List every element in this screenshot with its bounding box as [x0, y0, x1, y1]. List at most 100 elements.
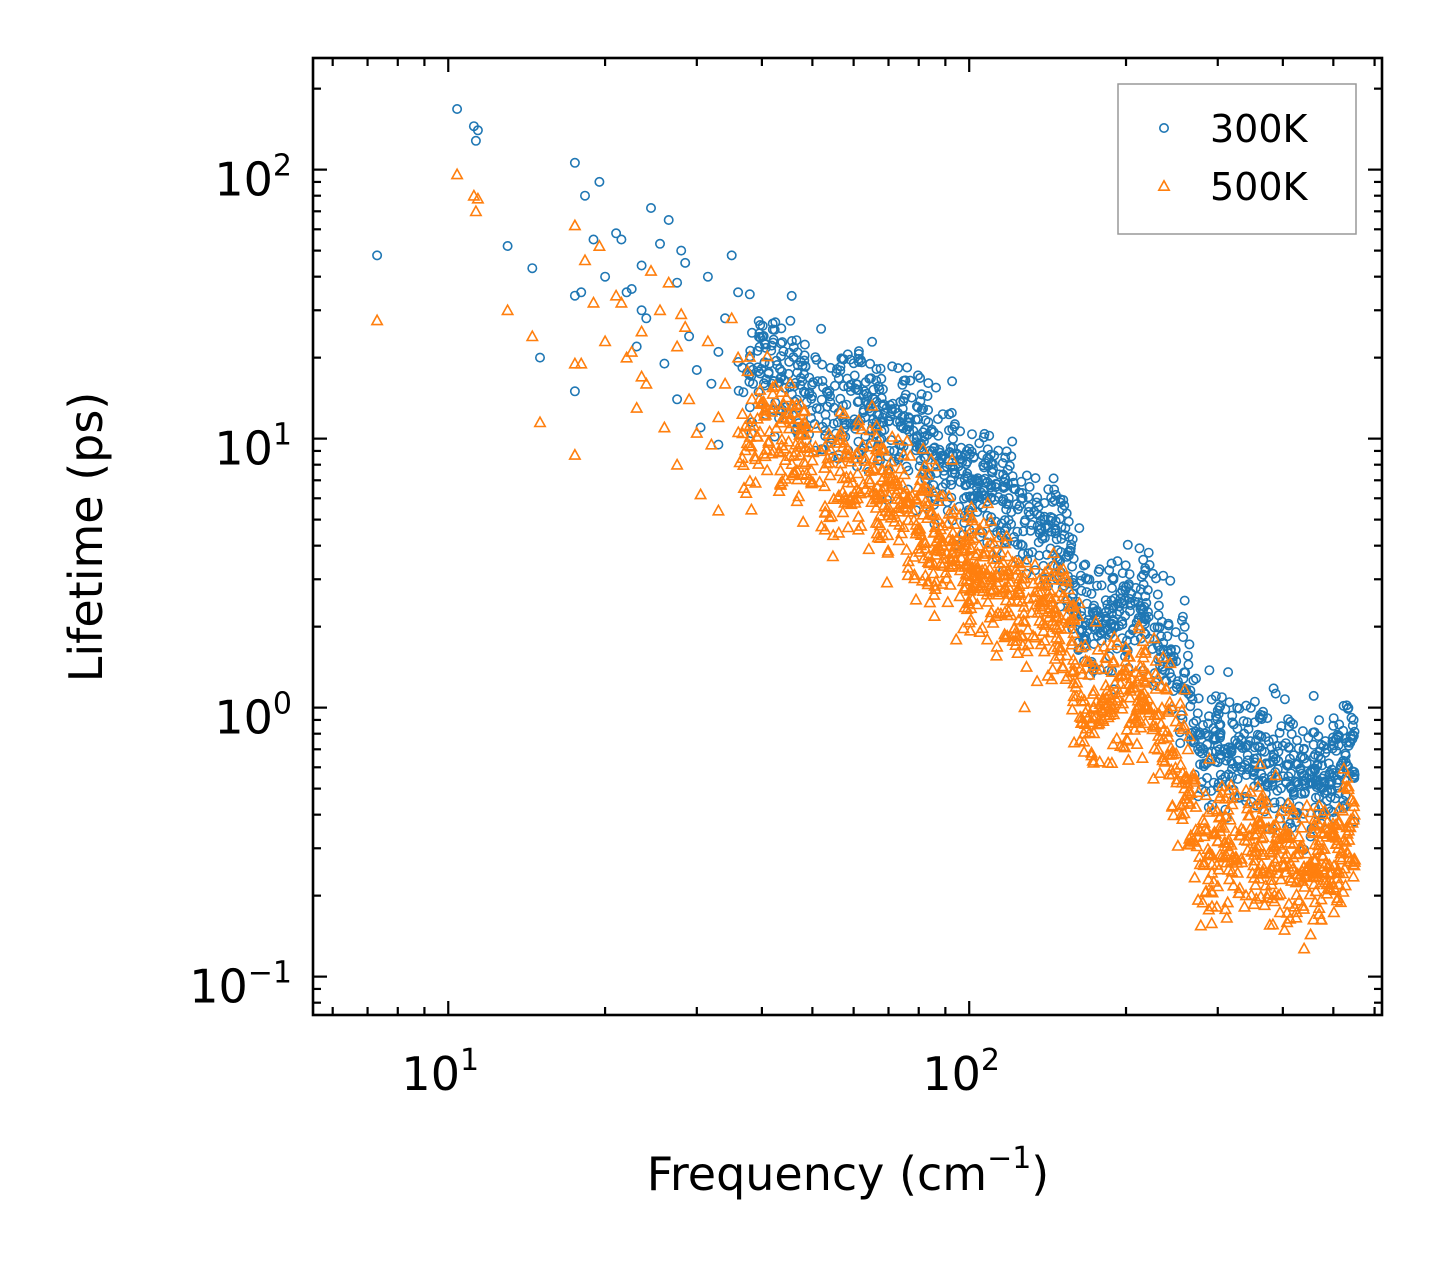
data-point [786, 335, 797, 346]
data-point [923, 404, 934, 415]
data-point [1106, 687, 1120, 699]
data-point [626, 283, 637, 294]
data-point [1001, 562, 1015, 575]
data-point [1245, 866, 1260, 879]
data-point [576, 287, 587, 298]
data-point [1286, 784, 1297, 795]
data-point [1202, 751, 1216, 764]
data-point [1347, 807, 1362, 820]
data-point [984, 605, 998, 618]
data-point [568, 218, 582, 231]
data-point [1170, 772, 1184, 785]
data-point [1280, 846, 1294, 859]
data-point [1157, 731, 1171, 744]
data-point [795, 356, 806, 367]
data-point [1222, 872, 1236, 885]
data-point [1217, 849, 1231, 862]
data-point [1231, 761, 1242, 772]
data-point [1245, 702, 1256, 713]
data-point [814, 403, 825, 414]
data-point [1177, 611, 1188, 622]
data-point [733, 287, 744, 298]
data-point [1019, 660, 1034, 672]
data-point [1056, 562, 1070, 575]
data-point [873, 381, 884, 392]
data-point [961, 491, 972, 502]
data-point [791, 411, 805, 424]
data-point [1274, 727, 1285, 738]
data-point [1179, 667, 1190, 678]
data-point [1075, 667, 1089, 680]
data-point [1043, 600, 1057, 613]
data-point [1268, 734, 1279, 745]
data-point [534, 352, 545, 363]
data-point [1037, 644, 1051, 657]
data-point [1112, 685, 1126, 698]
data-point [840, 441, 854, 454]
data-point [1068, 577, 1079, 588]
data-point [1065, 634, 1079, 646]
data-point [1249, 717, 1260, 728]
data-point [1268, 752, 1279, 763]
data-point [940, 571, 954, 584]
data-point [1166, 744, 1180, 757]
data-point [657, 420, 671, 433]
data-point [1074, 640, 1088, 653]
data-point [929, 534, 943, 546]
data-point [897, 467, 911, 480]
data-point [789, 445, 803, 457]
data-point [890, 477, 904, 490]
data-point [1179, 595, 1190, 606]
data-point [903, 412, 914, 423]
data-point [1172, 679, 1183, 690]
data-point [738, 419, 752, 432]
data-point [1286, 802, 1300, 815]
data-point [1136, 672, 1150, 685]
data-point [786, 290, 797, 301]
data-point [1066, 599, 1080, 612]
data-point [1004, 595, 1018, 607]
data-point [1184, 828, 1198, 841]
x-axis-label: Frequency (cm−1) [647, 1141, 1050, 1201]
data-point [782, 407, 796, 420]
data-point [783, 449, 797, 461]
data-point [866, 452, 881, 464]
data-point [1054, 611, 1068, 624]
data-point [1112, 556, 1123, 567]
data-point [1283, 835, 1297, 848]
data-point [1291, 867, 1305, 879]
data-point [917, 535, 931, 547]
data-point [797, 404, 811, 417]
data-point [782, 411, 797, 424]
data-point [1178, 632, 1189, 643]
data-point [1308, 690, 1319, 701]
data-point [1118, 740, 1132, 753]
data-point [882, 508, 896, 521]
data-point [1016, 476, 1027, 487]
data-point [824, 443, 838, 455]
data-point [923, 556, 937, 568]
data-point [886, 471, 900, 483]
data-point [836, 440, 850, 453]
data-point [1001, 446, 1012, 457]
data-point [1244, 784, 1258, 797]
data-point [970, 474, 981, 485]
data-point [636, 305, 647, 316]
data-point [818, 522, 832, 535]
data-point [775, 432, 789, 445]
data-point [949, 421, 960, 432]
data-point [1025, 525, 1036, 536]
data-point [1043, 484, 1054, 495]
data-point [1212, 791, 1226, 804]
data-point [1082, 574, 1093, 585]
data-point [1212, 862, 1226, 875]
data-point [1300, 860, 1314, 873]
data-point [1156, 650, 1170, 663]
data-point [848, 492, 862, 505]
data-point [804, 474, 818, 487]
data-point [1117, 663, 1131, 675]
data-point [799, 339, 810, 350]
data-point [745, 392, 759, 405]
data-point [775, 474, 789, 487]
data-point [832, 525, 846, 538]
